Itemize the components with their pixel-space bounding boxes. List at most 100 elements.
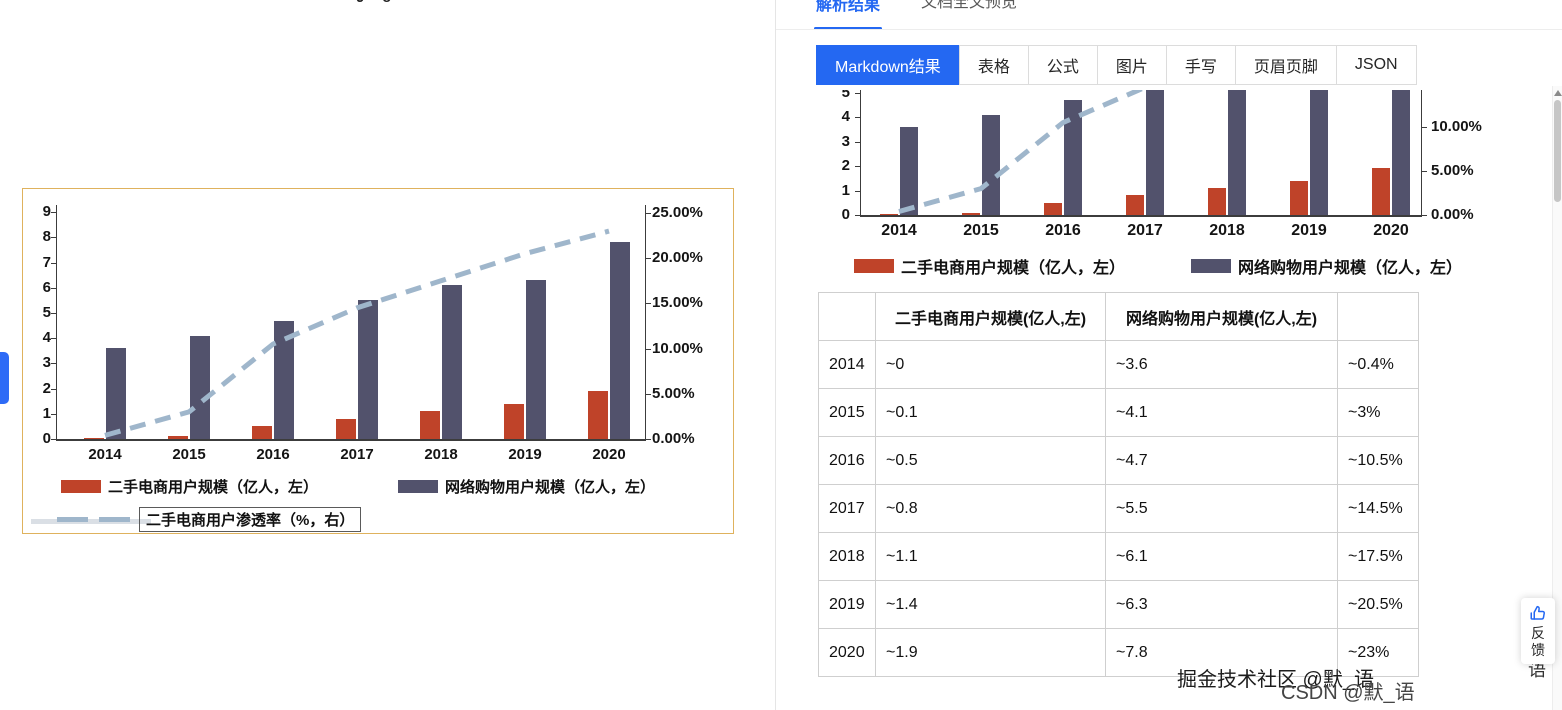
y2-axis-tick-label: 20.00% bbox=[652, 249, 703, 267]
scan-smear-artifact bbox=[31, 519, 151, 524]
x-axis-label: 2020 bbox=[592, 446, 626, 463]
x-axis-label: 2015 bbox=[963, 222, 999, 239]
x-axis bbox=[56, 439, 646, 441]
table-row: 2016 ~0.5 ~4.7 ~10.5% bbox=[818, 436, 1419, 485]
toolbar-markdown-result-button[interactable]: Markdown结果 bbox=[816, 45, 960, 85]
bar-series0-2015 bbox=[168, 436, 188, 439]
bar-series0-2014 bbox=[880, 214, 898, 215]
y-axis-tick-label: 0 bbox=[42, 430, 51, 447]
y-axis-tick bbox=[51, 363, 56, 365]
tab-parse-result[interactable]: 解析结果 bbox=[816, 0, 881, 14]
y-axis-tick-label: 9 bbox=[42, 203, 51, 221]
toolbar-table-button[interactable]: 表格 bbox=[958, 45, 1029, 85]
table-cell: ~14.5% bbox=[1337, 484, 1419, 533]
scrollbar[interactable] bbox=[1552, 86, 1562, 710]
result-tabs: 解析结果 文档全文预览 bbox=[776, 0, 1562, 30]
table-cell: ~4.1 bbox=[1105, 388, 1338, 437]
y2-axis-tick-label: 0.00% bbox=[652, 430, 695, 447]
table-row: 2018 ~1.1 ~6.1 ~17.5% bbox=[818, 532, 1419, 581]
legend-swatch-secondhand-users bbox=[854, 259, 894, 273]
document-preview-pane: 9 8 0 1 2 3 4 5 6 7 8 9 0.00% 5.00% 10.00% 15.00% 20.0… bbox=[0, 0, 775, 710]
y-axis-tick bbox=[855, 141, 860, 143]
bar-series0-2020 bbox=[588, 391, 608, 439]
y-axis-tick bbox=[51, 262, 56, 264]
y2-axis-tick bbox=[1422, 215, 1427, 216]
left-edge-drawer-tab[interactable] bbox=[0, 352, 9, 404]
bar-series0-2014 bbox=[84, 438, 104, 439]
y-axis-tick bbox=[855, 215, 860, 216]
rendered-chart: 0 1 2 3 4 5 0.00% 5.00% 10.00% 2014 2015 2016 2017 20… bbox=[776, 90, 1553, 250]
scroll-up-arrow[interactable] bbox=[1554, 90, 1562, 96]
table-cell: ~0.1 bbox=[875, 388, 1106, 437]
y2-axis-tick bbox=[646, 393, 651, 395]
table-cell: 2017 bbox=[818, 484, 876, 533]
y-axis-tick bbox=[51, 287, 56, 289]
table-cell: ~7.8 bbox=[1105, 628, 1338, 677]
source-chart: 0 1 2 3 4 5 6 7 8 9 0.00% 5.00% 10.00% 15.00% 20.00% 25… bbox=[23, 189, 731, 474]
bar-series1-2017 bbox=[1146, 90, 1164, 215]
parse-result-pane: 解析结果 文档全文预览 Markdown结果 表格 公式 图片 手写 页眉页脚 … bbox=[775, 0, 1562, 710]
thumbs-up-icon bbox=[1530, 605, 1545, 620]
tab-document-preview[interactable]: 文档全文预览 bbox=[921, 0, 1018, 11]
y-axis-tick-label: 6 bbox=[42, 278, 51, 296]
y-axis-tick bbox=[51, 338, 56, 340]
scrollbar-thumb[interactable] bbox=[1554, 100, 1561, 202]
table-cell: ~3.6 bbox=[1105, 340, 1338, 389]
toolbar-image-button[interactable]: 图片 bbox=[1096, 45, 1167, 85]
active-tab-underline bbox=[814, 27, 882, 29]
feedback-label: 反馈 bbox=[1531, 625, 1545, 658]
toolbar-handwriting-button[interactable]: 手写 bbox=[1165, 45, 1236, 85]
toolbar-json-button[interactable]: JSON bbox=[1335, 45, 1417, 85]
toolbar-formula-button[interactable]: 公式 bbox=[1027, 45, 1098, 85]
table-cell: 2018 bbox=[818, 532, 876, 581]
table-cell: ~0.5 bbox=[875, 436, 1106, 485]
table-cell: ~3% bbox=[1337, 388, 1419, 437]
table-row: 2015 ~0.1 ~4.1 ~3% bbox=[818, 388, 1419, 437]
cropped-axis-fragment-text: 9 8 bbox=[356, 0, 426, 9]
y2-axis-tick bbox=[646, 303, 651, 305]
bar-series1-2016 bbox=[1064, 100, 1082, 215]
table-header-cell bbox=[818, 292, 876, 341]
result-view-switcher: Markdown结果 表格 公式 图片 手写 页眉页脚 JSON bbox=[816, 45, 1417, 85]
x-axis-label: 2016 bbox=[1045, 222, 1081, 239]
legend-label-online-shoppers: 网络购物用户规模（亿人，左） bbox=[1238, 260, 1463, 277]
y-axis-left bbox=[56, 205, 57, 439]
bar-series1-2016 bbox=[274, 321, 294, 439]
table-cell: ~6.1 bbox=[1105, 532, 1338, 581]
x-axis-label: 2020 bbox=[1373, 222, 1409, 239]
y-axis-tick bbox=[51, 313, 56, 314]
table-cell: 2016 bbox=[818, 436, 876, 485]
y2-axis-tick bbox=[1422, 127, 1427, 128]
legend-row-bars: 二手电商用户规模（亿人，左） 网络购物用户规模（亿人，左） bbox=[61, 476, 655, 497]
legend-swatch-penetration-line bbox=[57, 517, 130, 522]
y-axis-tick-label: 4 bbox=[841, 108, 850, 125]
y-axis-tick bbox=[51, 388, 56, 390]
watermark-fragment: 语 bbox=[1528, 660, 1546, 680]
table-cell: ~10.5% bbox=[1337, 436, 1419, 485]
table-cell: 2015 bbox=[818, 388, 876, 437]
table-cell: ~4.7 bbox=[1105, 436, 1338, 485]
y-axis-tick-label: 8 bbox=[42, 228, 51, 246]
y-axis-tick-label: 0 bbox=[841, 206, 850, 223]
y-axis-tick-label: 1 bbox=[841, 181, 850, 199]
legend-label-secondhand-users: 二手电商用户规模（亿人，左） bbox=[108, 479, 319, 496]
table-cell: ~1.4 bbox=[875, 580, 1106, 629]
table-cell: ~23% bbox=[1337, 628, 1419, 677]
y-axis-tick bbox=[855, 190, 860, 192]
bar-series1-2018 bbox=[1228, 90, 1246, 215]
bar-series0-2019 bbox=[504, 404, 524, 439]
toolbar-header-footer-button[interactable]: 页眉页脚 bbox=[1234, 45, 1337, 85]
y-axis-tick bbox=[855, 92, 860, 94]
y2-axis-tick bbox=[646, 213, 651, 214]
y-axis-tick bbox=[51, 237, 56, 239]
bar-series0-2018 bbox=[420, 411, 440, 439]
bar-series1-2015 bbox=[982, 115, 1000, 215]
x-axis-label: 2014 bbox=[88, 446, 122, 463]
bar-series0-2017 bbox=[336, 419, 356, 439]
table-header-row: 二手电商用户规模(亿人,左) 网络购物用户规模(亿人,左) bbox=[818, 292, 1419, 341]
y2-axis-tick-label: 25.00% bbox=[652, 204, 703, 221]
y2-axis-tick bbox=[646, 258, 651, 260]
feedback-button[interactable]: 反馈 bbox=[1521, 598, 1555, 664]
bar-series1-2017 bbox=[358, 300, 378, 439]
